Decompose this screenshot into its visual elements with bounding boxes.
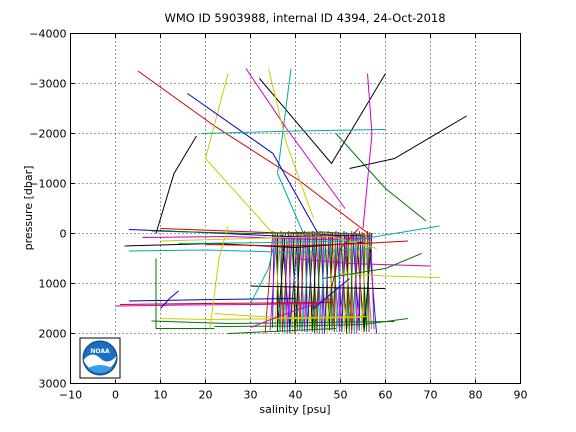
chart-title: WMO ID 5903988, internal ID 4394, 24-Oct…: [164, 11, 445, 25]
axis-ticks: [70, 33, 521, 384]
profile-band-line: [331, 231, 339, 331]
series-line: [160, 290, 179, 309]
profile-band-line: [361, 233, 367, 331]
series-line: [178, 225, 440, 244]
series-line: [250, 285, 386, 289]
series-line: [204, 73, 278, 239]
profile-band-line: [343, 233, 352, 333]
series-line: [250, 248, 274, 304]
series-line: [362, 73, 373, 229]
series-line: [160, 228, 368, 237]
profile-band-line: [336, 236, 343, 328]
y-tick-label: 2000: [39, 328, 67, 341]
x-tick-label: 60: [379, 389, 393, 402]
logo-text: NOAA: [90, 348, 110, 355]
logo-wave-icon: [88, 365, 112, 373]
profile-band-line: [294, 232, 302, 334]
series-line: [349, 115, 467, 169]
y-tick-label: 1000: [39, 278, 67, 291]
x-tick-label: 90: [514, 389, 528, 402]
profile-band-line: [306, 234, 314, 328]
series-line: [115, 303, 319, 307]
y-tick-labels: −4000 −3000 −2000 −1000 0 1000 2000 3000: [29, 28, 66, 391]
profile-band-line: [301, 236, 311, 331]
plot-area: [115, 68, 467, 334]
profile-band-line: [289, 234, 299, 330]
series-line: [128, 248, 373, 254]
x-tick-label: 50: [334, 389, 348, 402]
series-line: [137, 70, 373, 237]
profile-band-line: [277, 232, 286, 328]
series-line: [227, 328, 337, 334]
series-line: [313, 278, 350, 309]
x-tick-label: 10: [154, 389, 168, 402]
profile-band-line: [348, 231, 355, 330]
series-line: [119, 302, 332, 305]
profile-band-line: [319, 236, 327, 330]
series-line: [187, 93, 319, 234]
series-line: [151, 320, 395, 325]
series-line: [200, 129, 386, 134]
profile-band-line: [363, 232, 373, 331]
x-tick-label: 80: [469, 389, 483, 402]
series-line: [205, 240, 409, 247]
series-line: [322, 253, 422, 279]
series-line: [155, 258, 215, 329]
series-line: [155, 135, 197, 234]
y-tick-label: 3000: [39, 378, 67, 391]
x-tick-label: 70: [424, 389, 438, 402]
profile-band-line: [314, 231, 323, 333]
series-line: [295, 258, 431, 267]
series-line: [214, 313, 373, 319]
series-line: [331, 228, 359, 289]
profile-band-line: [351, 230, 361, 330]
series-line: [245, 68, 346, 209]
profile-band-line: [286, 235, 293, 330]
series-line: [276, 68, 305, 237]
series-line: [268, 68, 314, 219]
x-tick-label: 40: [289, 389, 303, 402]
series-line: [128, 298, 296, 302]
x-tick-label: 0: [112, 389, 119, 402]
profile-band-line: [274, 233, 281, 328]
series-line: [340, 273, 440, 278]
x-tick-labels: −10 0 10 20 30 40 50 60 70 80 90: [59, 389, 528, 402]
series-line: [259, 73, 386, 165]
profile-band-line: [338, 235, 348, 328]
x-tick-label: 30: [244, 389, 258, 402]
series-line: [335, 133, 427, 222]
noaa-logo: NOAA: [79, 337, 121, 379]
profile-band-line: [370, 235, 375, 330]
series-line: [250, 298, 332, 328]
series-line: [209, 225, 229, 329]
x-axis-label: salinity [psu]: [259, 403, 330, 416]
y-tick-label: −4000: [29, 28, 66, 41]
y-tick-label: −3000: [29, 78, 66, 91]
x-tick-label: −10: [59, 389, 82, 402]
series-line: [160, 317, 364, 321]
series-line: [160, 235, 377, 249]
x-tick-label: 20: [199, 389, 213, 402]
series-line: [151, 230, 364, 235]
y-tick-label: −1000: [29, 178, 66, 191]
profile-band-line: [311, 232, 318, 333]
y-tick-label: −2000: [29, 128, 66, 141]
y-axis-label: pressure [dbar]: [22, 166, 35, 251]
profile-band-line: [299, 230, 305, 331]
y-tick-label: 0: [60, 228, 67, 241]
